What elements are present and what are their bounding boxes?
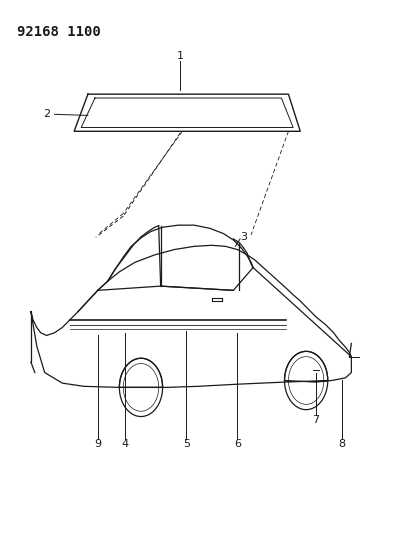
Text: 8: 8: [338, 439, 345, 449]
Text: 9: 9: [94, 439, 101, 449]
Text: 1: 1: [177, 51, 184, 61]
Text: 2: 2: [43, 109, 50, 119]
Text: 3: 3: [240, 232, 247, 242]
Text: 4: 4: [122, 439, 129, 449]
Text: 7: 7: [312, 415, 320, 425]
Text: 92168 1100: 92168 1100: [17, 25, 101, 39]
Text: 6: 6: [234, 439, 241, 449]
Text: 5: 5: [183, 439, 190, 449]
